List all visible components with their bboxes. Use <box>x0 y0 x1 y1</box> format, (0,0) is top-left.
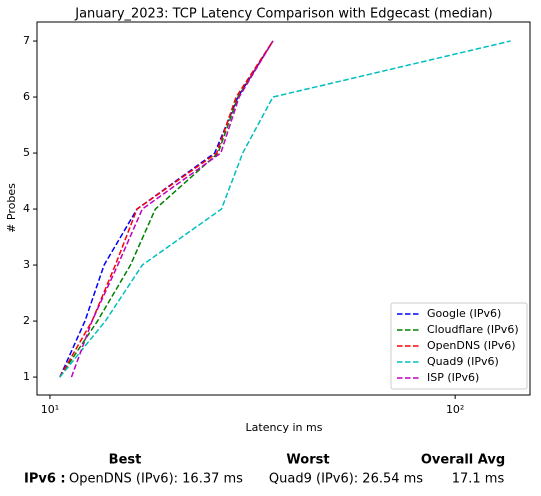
y-tick-label: 2 <box>23 314 30 327</box>
x-tick-label: 10¹ <box>41 403 59 416</box>
y-tick-label: 6 <box>23 90 30 103</box>
summary-header: Overall Avg <box>421 453 505 468</box>
legend-label: Quad9 (IPv6) <box>427 355 499 368</box>
y-axis-label: # Probes <box>5 183 18 233</box>
series-line <box>59 40 511 378</box>
y-tick-label: 1 <box>23 370 30 383</box>
chart-title: January_2023: TCP Latency Comparison wit… <box>74 7 493 22</box>
y-tick-label: 3 <box>23 258 30 271</box>
summary-cell: Quad9 (IPv6): 26.54 ms <box>269 472 423 487</box>
legend-box <box>390 302 528 390</box>
x-axis-label: Latency in ms <box>246 421 323 434</box>
summary-header: Worst <box>286 453 329 468</box>
legend-label: Cloudflare (IPv6) <box>427 323 519 336</box>
x-tick-label: 10² <box>446 403 464 416</box>
y-tick-label: 5 <box>23 146 30 159</box>
legend-label: ISP (IPv6) <box>427 371 479 384</box>
summary-cell: 17.1 ms <box>452 472 505 487</box>
legend-label: Google (IPv6) <box>427 307 501 320</box>
summary-header: Best <box>109 453 142 468</box>
y-tick-label: 7 <box>23 34 30 47</box>
series-line <box>59 40 274 378</box>
summary-cell: OpenDNS (IPv6): 16.37 ms <box>69 472 243 487</box>
plot-frame <box>36 21 531 396</box>
series-line <box>70 40 274 378</box>
summary-row-label: IPv6 : <box>24 472 66 487</box>
y-tick-label: 4 <box>23 202 30 215</box>
legend-label: OpenDNS (IPv6) <box>427 339 516 352</box>
